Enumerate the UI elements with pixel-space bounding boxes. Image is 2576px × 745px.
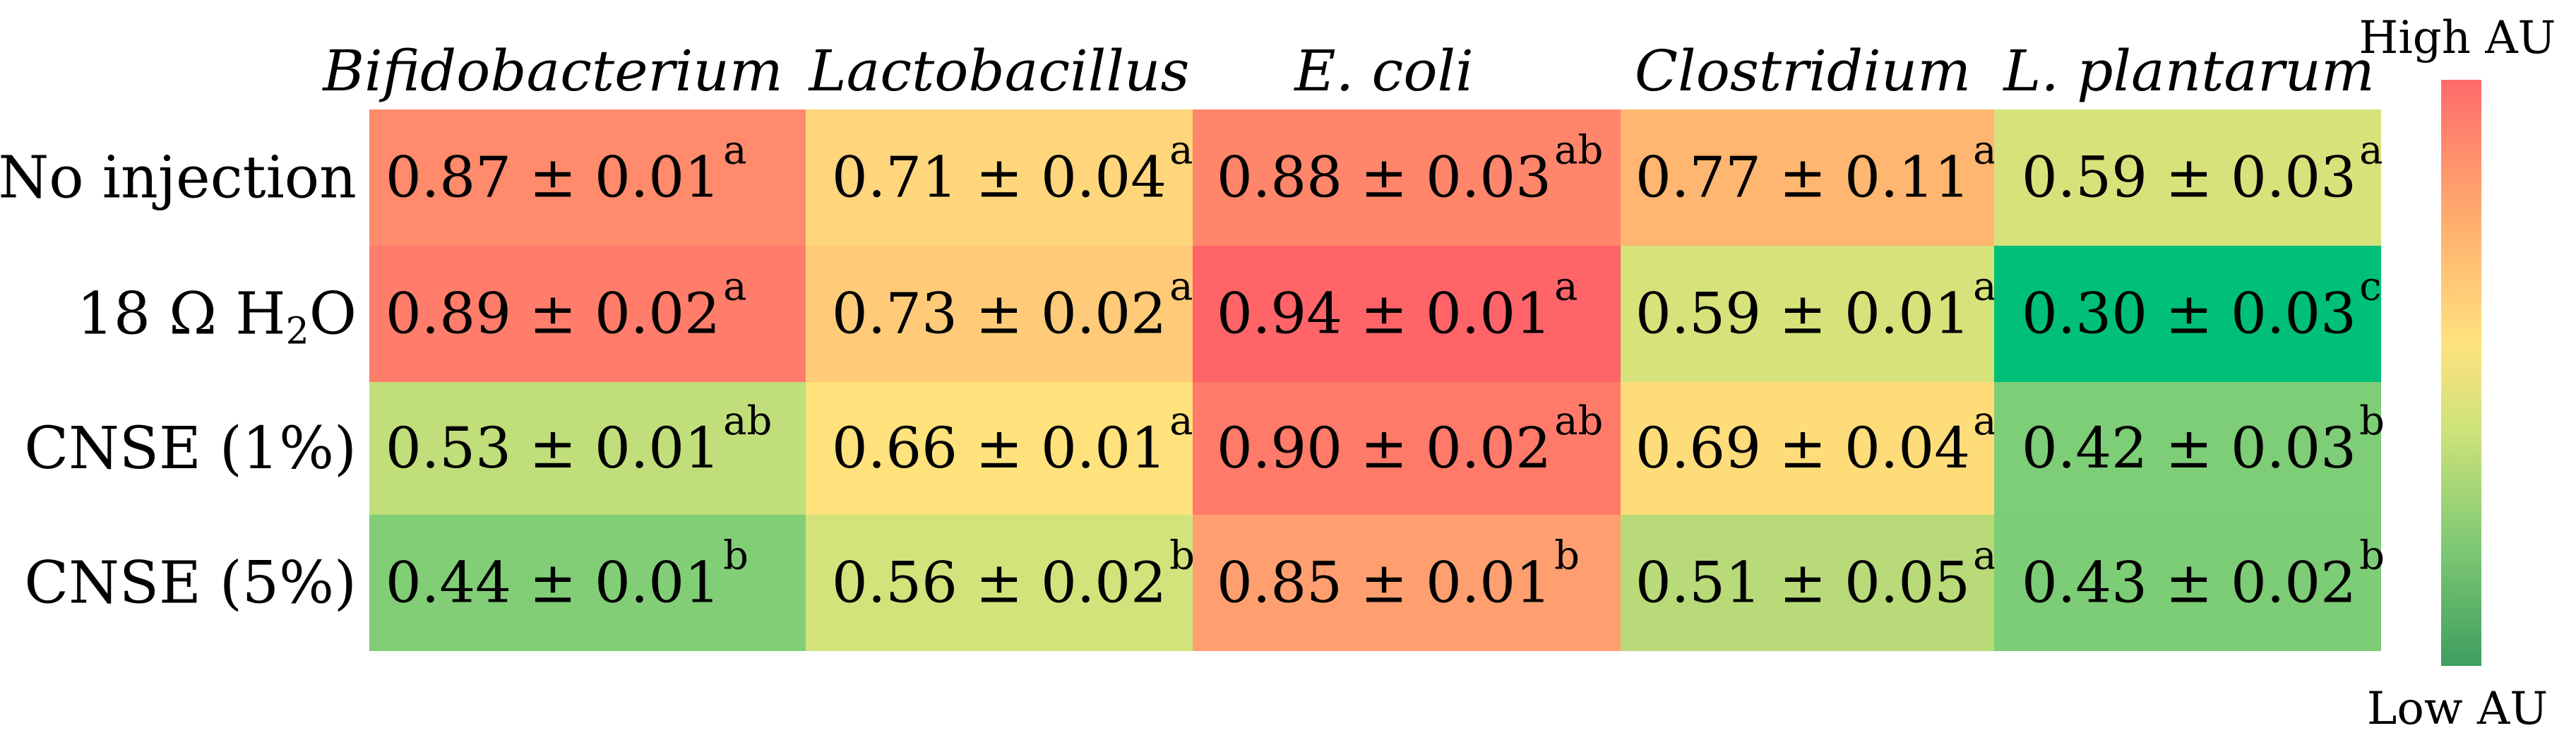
cell-value-label: 0.59 ± 0.01	[1635, 281, 1970, 347]
cell-value-label: 0.51 ± 0.05	[1635, 550, 1970, 616]
row-header: 18 Ω H2O	[77, 281, 357, 353]
row-header: No injection	[0, 145, 357, 212]
cell-value-label: 0.56 ± 0.02	[832, 550, 1167, 616]
cell-value-label: 0.77 ± 0.11	[1635, 145, 1970, 210]
heatmap-cell	[1621, 515, 1994, 651]
cell-value-label: 0.30 ± 0.03	[2022, 281, 2356, 347]
significance-letter: a	[1973, 398, 1996, 444]
significance-letter: ab	[1554, 128, 1603, 174]
column-header: Clostridium	[1635, 38, 1971, 104]
heatmap-cell	[1193, 515, 1621, 651]
colorbar-high-label: High AU	[2359, 12, 2556, 64]
heatmap-cell	[1621, 382, 1994, 515]
colorbar-gradient	[2441, 80, 2481, 666]
cell-value-label: 0.66 ± 0.01	[832, 415, 1167, 481]
significance-letter: c	[2359, 264, 2381, 310]
heatmap-cell	[1994, 246, 2381, 382]
heatmap-cell	[1193, 246, 1621, 382]
heatmap-cell	[806, 246, 1193, 382]
significance-letter: b	[723, 533, 749, 579]
colorbar: High AU Low AU	[2359, 12, 2556, 735]
heatmap-cell	[369, 515, 806, 651]
column-header: Lactobacillus	[808, 38, 1190, 104]
significance-letter: b	[1554, 533, 1580, 579]
cell-value-label: 0.85 ± 0.01	[1217, 550, 1551, 616]
significance-letter: ab	[1554, 398, 1603, 444]
significance-letter: a	[1554, 264, 1578, 310]
cell-value-label: 0.59 ± 0.03	[2022, 145, 2356, 210]
cell-value-label: 0.42 ± 0.03	[2022, 415, 2356, 481]
colorbar-low-label: Low AU	[2367, 683, 2548, 735]
column-header: Bifidobacterium	[321, 38, 783, 104]
heatmap-cell	[369, 382, 806, 515]
cell-value-label: 0.69 ± 0.04	[1635, 415, 1970, 481]
cell-value-label: 0.53 ± 0.01	[386, 415, 720, 481]
row-header: CNSE (5%)	[24, 550, 357, 617]
cell-value-label: 0.89 ± 0.02	[386, 281, 720, 347]
significance-letter: a	[1169, 128, 1193, 174]
cell-value-label: 0.71 ± 0.04	[832, 145, 1167, 210]
heatmap-cell	[1621, 246, 1994, 382]
heatmap-cell	[806, 515, 1193, 651]
significance-letter: b	[1169, 533, 1195, 579]
significance-letter: ab	[723, 398, 772, 444]
significance-letter: a	[2359, 128, 2383, 174]
heatmap-cell	[1621, 109, 1994, 246]
heatmap-cell	[1994, 515, 2381, 651]
row-header: CNSE (1%)	[24, 415, 357, 482]
cell-value-label: 0.73 ± 0.02	[832, 281, 1167, 347]
heatmap-cell	[806, 382, 1193, 515]
significance-letter: a	[1973, 533, 1996, 579]
column-header: E. coli	[1293, 38, 1473, 104]
heatmap-cell	[1994, 109, 2381, 246]
significance-letter: a	[1169, 398, 1193, 444]
cell-value-label: 0.90 ± 0.02	[1217, 415, 1551, 481]
significance-letter: b	[2359, 533, 2385, 579]
heatmap-cell	[369, 246, 806, 382]
cell-value-label: 0.44 ± 0.01	[386, 550, 720, 616]
column-headers: Bifidobacterium Lactobacillus E. coli Clost…	[321, 38, 2375, 104]
cell-value-label: 0.88 ± 0.03	[1217, 145, 1551, 210]
heatmap-cell	[806, 109, 1193, 246]
heatmap-cell	[1994, 382, 2381, 515]
significance-letter: a	[723, 264, 746, 310]
cell-value-label: 0.94 ± 0.01	[1217, 281, 1551, 347]
significance-letter: a	[1973, 128, 1996, 174]
significance-letter: a	[1973, 264, 1996, 310]
cell-value-label: 0.87 ± 0.01	[386, 145, 720, 210]
significance-letter: a	[723, 128, 746, 174]
cell-value-label: 0.43 ± 0.02	[2022, 550, 2356, 616]
heatmap-cell	[1193, 382, 1621, 515]
heatmap-cell	[369, 109, 806, 246]
significance-letter: a	[1169, 264, 1193, 310]
significance-letter: b	[2359, 398, 2385, 444]
heatmap-cell	[1193, 109, 1621, 246]
heatmap-cells: 0.87 ± 0.01 a 0.71 ± 0.04 a 0.88 ± 0.03 ab 0.7…	[369, 109, 2385, 651]
column-header: L. plantarum	[2002, 38, 2374, 104]
row-headers: No injection 18 Ω H2O CNSE (1%) CNSE (5%)	[0, 145, 357, 617]
